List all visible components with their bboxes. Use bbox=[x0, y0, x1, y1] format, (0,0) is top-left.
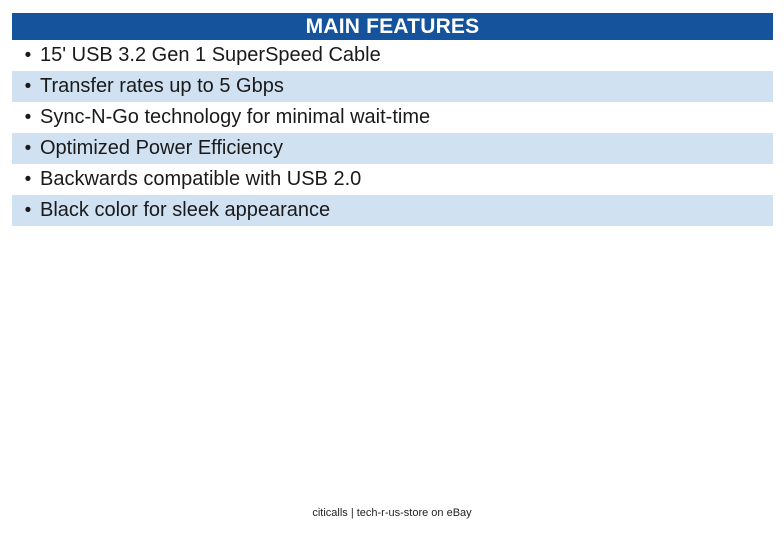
feature-text: Black color for sleek appearance bbox=[40, 199, 331, 221]
feature-row: • Transfer rates up to 5 Gbps bbox=[12, 71, 773, 102]
feature-text: Transfer rates up to 5 Gbps bbox=[40, 75, 284, 97]
feature-row: • Sync-N-Go technology for minimal wait-… bbox=[12, 102, 773, 133]
feature-text: Sync-N-Go technology for minimal wait-ti… bbox=[40, 106, 431, 128]
bullet-icon: • bbox=[24, 107, 32, 128]
bullet-icon: • bbox=[24, 200, 32, 221]
feature-text: Backwards compatible with USB 2.0 bbox=[40, 168, 362, 190]
features-panel: MAIN FEATURES • 15' USB 3.2 Gen 1 SuperS… bbox=[12, 13, 773, 226]
feature-row: • Optimized Power Efficiency bbox=[12, 133, 773, 164]
store-attribution: citicalls | tech-r-us-store on eBay bbox=[312, 507, 472, 519]
features-header: MAIN FEATURES bbox=[12, 13, 773, 40]
feature-row: • 15' USB 3.2 Gen 1 SuperSpeed Cable bbox=[12, 40, 773, 71]
bullet-icon: • bbox=[24, 76, 32, 97]
feature-text: Optimized Power Efficiency bbox=[40, 137, 284, 159]
bullet-icon: • bbox=[24, 169, 32, 190]
bullet-icon: • bbox=[24, 45, 32, 66]
feature-text: 15' USB 3.2 Gen 1 SuperSpeed Cable bbox=[40, 44, 381, 66]
features-title: MAIN FEATURES bbox=[305, 14, 480, 38]
feature-row: • Black color for sleek appearance bbox=[12, 195, 773, 226]
feature-row: • Backwards compatible with USB 2.0 bbox=[12, 164, 773, 195]
bullet-icon: • bbox=[24, 138, 32, 159]
